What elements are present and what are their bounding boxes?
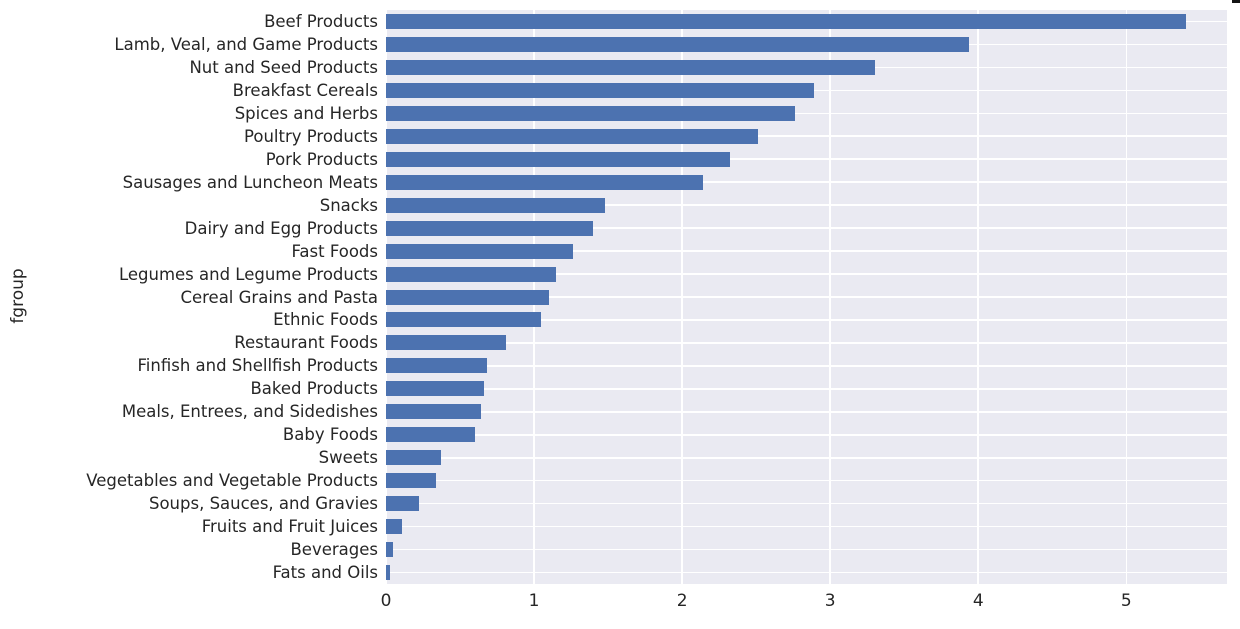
category-label: Ethnic Foods [273,310,378,330]
bar-lamb-veal-and-game-products [386,36,970,52]
bar-dairy-and-egg-products [386,220,594,236]
category-label: Legumes and Legume Products [118,264,378,284]
x-tick-label: 3 [824,591,836,611]
plot-area [386,10,1227,584]
category-label: Fruits and Fruit Juices [201,517,378,537]
bar-breakfast-cereals [386,82,814,98]
horizontal-gridline [386,135,1227,138]
category-label: Sweets [318,448,378,468]
horizontal-gridline [386,158,1227,161]
bar-baby-foods [386,427,475,443]
bar-fast-foods [386,243,573,259]
bar-pork-products [386,151,730,167]
horizontal-gridline [386,365,1227,367]
horizontal-gridline [386,204,1227,206]
category-label: Nut and Seed Products [189,57,378,77]
category-label: Vegetables and Vegetable Products [86,471,378,491]
bar-ethnic-foods [386,312,542,328]
horizontal-gridline [386,388,1227,390]
horizontal-gridline [386,548,1227,551]
bar-fruits-and-fruit-juices [386,519,403,535]
category-label: Restaurant Foods [234,333,378,353]
category-label: Cereal Grains and Pasta [180,287,378,307]
horizontal-gridline [386,181,1227,183]
horizontal-gridline [386,571,1227,574]
category-label: Baked Products [250,379,378,399]
bar-sweets [386,450,441,466]
cropped-corner-artifact [1232,0,1240,3]
bar-poultry-products [386,128,758,144]
bar-cereal-grains-and-pasta [386,289,549,305]
x-tick-label: 0 [380,591,392,611]
horizontal-gridline [386,456,1227,459]
x-tick-label: 4 [972,591,984,611]
bar-spices-and-herbs [386,105,795,121]
horizontal-gridline [386,273,1227,275]
bar-restaurant-foods [386,335,506,351]
horizontal-gridline [386,502,1227,505]
category-label: Finfish and Shellfish Products [137,356,379,376]
horizontal-gridline [386,479,1227,482]
bar-snacks [386,197,606,213]
category-label: Fast Foods [291,241,378,261]
bar-meals-entrees-and-sidedishes [386,404,481,420]
bar-beverages [386,542,394,558]
bar-sausages-and-luncheon-meats [386,174,703,190]
horizontal-gridline [386,342,1227,344]
horizontal-gridline [386,112,1227,115]
bar-soups-sauces-and-gravies [386,496,419,512]
category-label: Spices and Herbs [234,103,378,123]
category-label: Pork Products [265,149,378,169]
category-label: Beverages [290,540,378,560]
horizontal-gridline [386,319,1227,321]
bar-vegetables-and-vegetable-products [386,473,437,489]
bar-nut-and-seed-products [386,59,875,75]
y-axis-category-labels: Beef Products Lamb, Veal, and Game Produc… [0,10,378,584]
horizontal-gridline [386,250,1227,252]
horizontal-gridline [386,227,1227,229]
bar-finfish-and-shellfish-products [386,358,487,374]
category-label: Baby Foods [282,425,378,445]
category-label: Meals, Entrees, and Sidedishes [121,402,378,422]
category-label: Sausages and Luncheon Meats [122,172,378,192]
category-label: Fats and Oils [272,563,378,583]
horizontal-gridline [386,433,1227,436]
horizontal-gridline [386,525,1227,528]
horizontal-gridline [386,296,1227,298]
category-label: Poultry Products [243,126,378,146]
category-label: Dairy and Egg Products [184,218,378,238]
x-tick-label: 5 [1120,591,1132,611]
category-label: Lamb, Veal, and Game Products [114,34,378,54]
category-label: Beef Products [264,11,378,31]
horizontal-gridline [386,411,1227,413]
bar-baked-products [386,381,484,397]
category-label: Breakfast Cereals [232,80,378,100]
bar-beef-products [386,13,1186,29]
x-tick-label: 2 [676,591,688,611]
x-tick-label: 1 [528,591,540,611]
bar-fats-and-oils [386,565,391,581]
category-label: Soups, Sauces, and Gravies [148,494,378,514]
bar-legumes-and-legume-products [386,266,557,282]
category-label: Snacks [319,195,378,215]
